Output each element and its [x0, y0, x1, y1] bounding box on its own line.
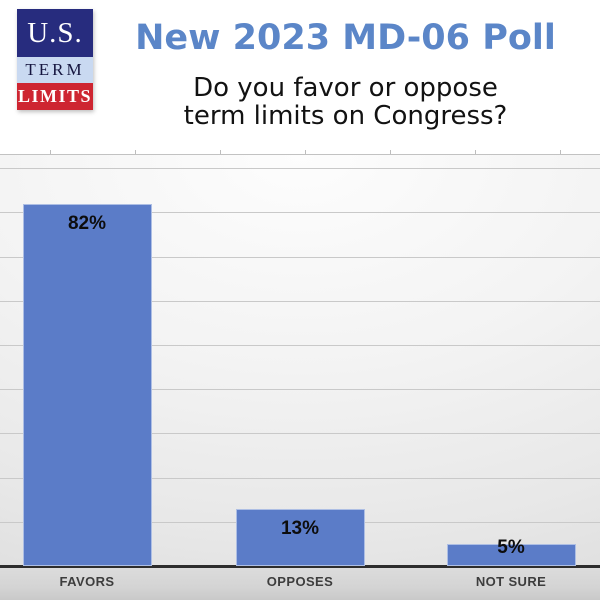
top-axis-tick: [475, 150, 476, 154]
top-axis-tick: [390, 150, 391, 154]
gridline-30pct: [0, 433, 600, 435]
top-axis-tick: [135, 150, 136, 154]
gridline-90pct: [0, 168, 600, 170]
bar-opposes: [235, 508, 365, 566]
gridline-60pct: [0, 300, 600, 302]
poll-question: Do you favor or oppose term limits on Co…: [93, 74, 598, 130]
bar-value-label-favors: 82%: [67, 212, 107, 234]
bar-value-label-opposes: 13%: [280, 517, 320, 539]
bar-not-sure: [446, 543, 576, 566]
gridline-80pct: [0, 212, 600, 214]
top-axis-tick: [560, 150, 561, 154]
poll-question-line-2: term limits on Congress?: [183, 101, 508, 131]
logo-limits-section: LIMITS: [17, 83, 93, 110]
page-title: New 2023 MD-06 Poll: [135, 18, 556, 58]
x-axis-label-strip: [0, 567, 600, 600]
category-label-opposes: OPPOSES: [266, 574, 334, 589]
gridline-40pct: [0, 389, 600, 391]
bar-value-label-not-sure: 5%: [497, 536, 525, 558]
poll-question-line-1: Do you favor or oppose: [193, 73, 498, 103]
logo-us-text: U.S.: [27, 16, 83, 49]
category-label-not-sure: NOT SURE: [475, 574, 547, 589]
top-axis-tick: [50, 150, 51, 154]
x-axis-line: [0, 565, 600, 568]
gridline-70pct: [0, 256, 600, 258]
logo-term-section: TERM: [17, 57, 93, 83]
gridline-50pct: [0, 345, 600, 346]
ustl-logo: U.S. TERM LIMITS: [17, 9, 93, 110]
gridline-20pct: [0, 477, 600, 479]
logo-limits-text: LIMITS: [17, 86, 93, 106]
top-axis-tick: [220, 150, 221, 154]
logo-us-section: U.S.: [17, 9, 93, 57]
top-axis-tick: [305, 150, 306, 154]
category-label-favors: FAVORS: [59, 574, 115, 589]
logo-term-text: TERM: [25, 60, 85, 79]
bar-favors: [22, 203, 152, 566]
